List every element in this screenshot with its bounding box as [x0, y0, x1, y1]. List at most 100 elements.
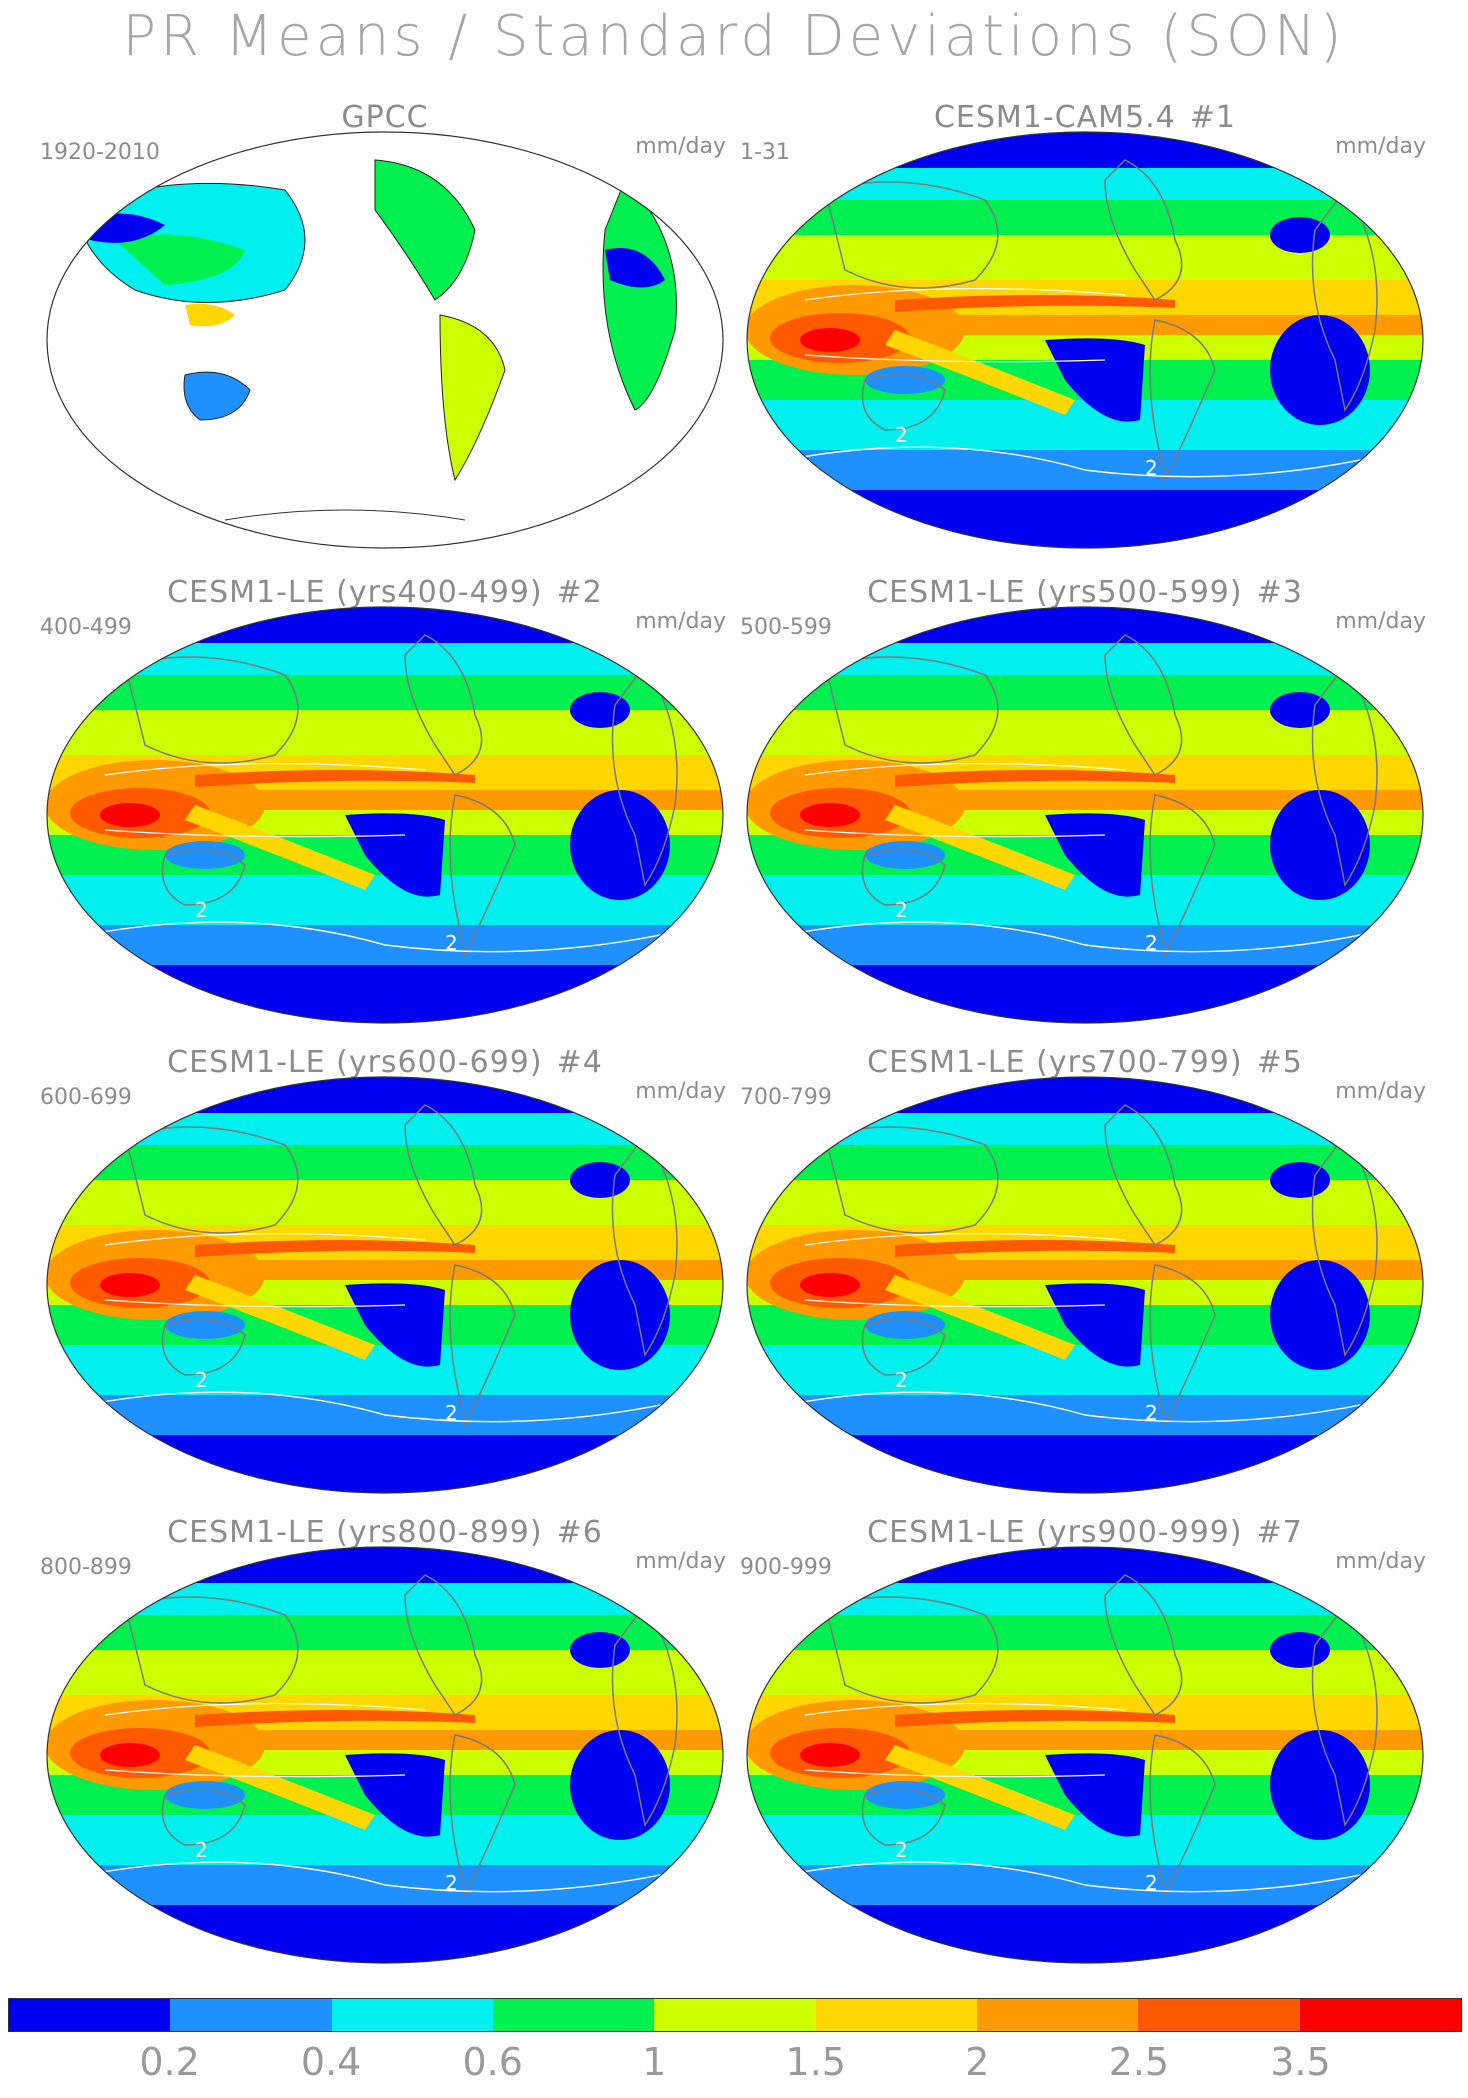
colorbar-tick-label: 2 [965, 2040, 990, 2084]
precip-band [747, 1905, 1423, 1963]
panel-number: #7 [1256, 1515, 1303, 1550]
itcz-band [895, 1710, 1175, 1727]
north-atlantic-dry-zone [1270, 1162, 1330, 1198]
indian-ocean-dry-zone [165, 1311, 245, 1339]
spcz-band [885, 330, 1075, 415]
itcz-band [895, 1240, 1175, 1257]
south-atlantic-dry-zone [1270, 790, 1370, 900]
panel-units: mm/day [1335, 1549, 1426, 1574]
north-america-coastline [1104, 634, 1183, 776]
warm-pool-peak [800, 1743, 860, 1767]
std-dev-contour [104, 1232, 426, 1246]
map-plot: 22 [746, 606, 1424, 1024]
panel-years: 1-31 [740, 140, 790, 165]
africa-coastline [1311, 1133, 1378, 1357]
australia-coastline [861, 1788, 946, 1846]
std-dev-contour [804, 1232, 1126, 1246]
north-america-coastline [404, 1574, 483, 1716]
australia-coastline [861, 1318, 946, 1376]
std-dev-contour [804, 354, 1106, 363]
precip-band [47, 1435, 723, 1493]
contour-label: 2 [895, 898, 908, 922]
colorbar-tick-label: 1 [642, 2040, 667, 2084]
colorbar-segment [976, 1999, 1139, 2031]
indian-ocean-dry-zone [865, 366, 945, 394]
precip-band [47, 643, 723, 675]
panel-years: 600-699 [40, 1085, 132, 1110]
colorbar-tick-label: 1.5 [785, 2040, 846, 2084]
map-plot: 22 [746, 1546, 1424, 1964]
panel-title: CESM1-LE (yrs500-599) #3 [730, 575, 1440, 610]
antarctica-coastline [224, 509, 466, 521]
precip-band [47, 1583, 723, 1615]
map-border [46, 1076, 724, 1494]
precip-band [747, 1113, 1423, 1145]
map-panel-m6: CESM1-LE (yrs800-899) #6 800-899 mm/day 2 2 [30, 1515, 740, 1985]
std-dev-contour [784, 921, 1406, 953]
colorbar-segment [815, 1999, 977, 2031]
warm-pool-peak [100, 803, 160, 827]
indian-ocean-dry-zone [865, 841, 945, 869]
indian-ocean-dry-zone [165, 841, 245, 869]
australia-land-obs [183, 371, 251, 421]
precip-band [747, 1547, 1423, 1583]
north-america-coastline [404, 1104, 483, 1246]
warm-pool-peak [800, 1273, 860, 1297]
africa-europe-land-obs [602, 179, 677, 411]
australia-coastline [861, 848, 946, 906]
south-america-coastline [1149, 1264, 1216, 1428]
colorbar-segment [1138, 1999, 1300, 2031]
map-plot: 22 [46, 1546, 724, 1964]
panel-units: mm/day [635, 134, 726, 159]
std-dev-contour [784, 446, 1406, 478]
se-pacific-dry-zone [1045, 813, 1145, 897]
north-america-land-obs [374, 159, 476, 301]
north-atlantic-dry-zone [570, 692, 630, 728]
map-border [46, 1546, 724, 1964]
spcz-band [885, 805, 1075, 890]
panel-years: 900-999 [740, 1555, 832, 1580]
south-atlantic-dry-zone [570, 790, 670, 900]
colorbar-tick-label: 0.4 [300, 2040, 362, 2084]
precip-band [747, 643, 1423, 675]
map-panel-m1: CESM1-CAM5.4 #1 1-31 mm/day 2 2 [730, 100, 1440, 570]
precip-band [47, 1077, 723, 1113]
precip-band [47, 1113, 723, 1145]
north-america-coastline [1104, 1104, 1183, 1246]
panel-title: CESM1-LE (yrs800-899) #6 [30, 1515, 740, 1550]
map-panel-m2: CESM1-LE (yrs400-499) #2 400-499 mm/day 2 2 [30, 575, 740, 1045]
panel-title-text: CESM1-LE (yrs700-799) [867, 1045, 1243, 1080]
panel-number: #5 [1256, 1045, 1303, 1080]
map-panel-m3: CESM1-LE (yrs500-599) #3 500-599 mm/day 2 2 [730, 575, 1440, 1045]
map-plot: 22 [746, 131, 1424, 549]
south-america-coastline [449, 1264, 516, 1428]
colorbar-tick-label: 0.2 [139, 2040, 200, 2084]
africa-coastline [1311, 1603, 1378, 1827]
indian-ocean-dry-zone [865, 1311, 945, 1339]
panel-years: 500-599 [740, 615, 832, 640]
map-border [746, 1546, 1424, 1964]
asia-coastline [824, 1596, 999, 1704]
africa-coastline [1311, 663, 1378, 887]
panel-units: mm/day [1335, 1079, 1426, 1104]
itcz-band [195, 1710, 475, 1727]
warm-pool-peak [100, 1743, 160, 1767]
std-dev-contour [804, 1702, 1126, 1716]
contour-label: 2 [445, 1871, 458, 1895]
map-border [46, 131, 724, 549]
colorbar-tick-label: 2.5 [1108, 2040, 1170, 2084]
panel-title-text: CESM1-LE (yrs600-699) [167, 1045, 543, 1080]
warm-pool-peak [800, 803, 860, 827]
contour-label: 2 [195, 898, 208, 922]
asia-coastline [124, 656, 299, 764]
panel-number: #4 [556, 1045, 603, 1080]
spcz-band [885, 1745, 1075, 1830]
colorbar-tick-label: 3.5 [1270, 2040, 1331, 2084]
north-atlantic-dry-zone [570, 1632, 630, 1668]
std-dev-contour [104, 1299, 406, 1308]
precip-band [47, 607, 723, 643]
africa-coastline [1311, 188, 1378, 412]
map-panel-m7: CESM1-LE (yrs900-999) #7 900-999 mm/day 2 2 [730, 1515, 1440, 1985]
contour-label: 2 [895, 423, 908, 447]
north-atlantic-dry-zone [570, 1162, 630, 1198]
